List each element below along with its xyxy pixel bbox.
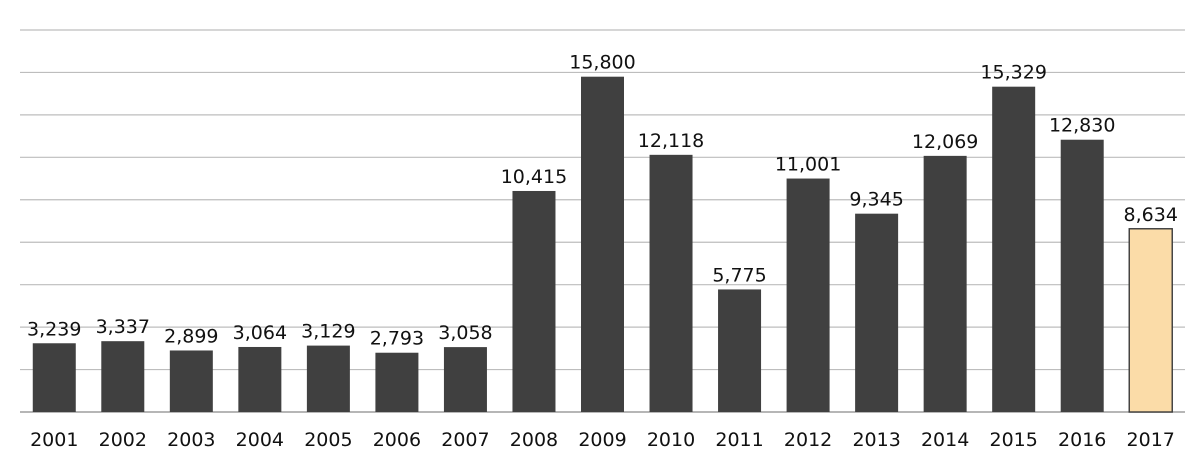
value-label-2013: 9,345 (849, 189, 903, 211)
value-label-2016: 12,830 (1049, 115, 1115, 137)
bar-2016 (1060, 139, 1104, 413)
bar-2008 (512, 190, 556, 412)
bar-2006 (375, 352, 419, 412)
value-label-2002: 3,337 (96, 316, 150, 338)
category-label-2017: 2017 (1127, 429, 1175, 451)
bar-2017 (1128, 228, 1173, 413)
value-label-2010: 12,118 (638, 130, 704, 152)
bar-2003 (169, 350, 213, 412)
value-label-2017: 8,634 (1124, 204, 1178, 226)
category-labels: 2001 2002 2003 2004 2005 2006 2007 2008 2009 2010… (30, 429, 1175, 451)
bars (32, 76, 1173, 413)
category-label-2012: 2012 (784, 429, 832, 451)
value-label-2004: 3,064 (233, 322, 287, 344)
bar-2015 (992, 86, 1036, 412)
value-labels: 3,239 3,337 2,899 3,064 3,129 2,793 3,058 10,41… (27, 52, 1178, 350)
category-label-2007: 2007 (441, 429, 489, 451)
bar-2007 (443, 347, 487, 412)
bar-2014 (923, 155, 967, 412)
value-label-2007: 3,058 (438, 322, 492, 344)
category-label-2006: 2006 (373, 429, 421, 451)
bar-2005 (306, 345, 350, 412)
bar-2013 (855, 213, 899, 412)
category-label-2003: 2003 (167, 429, 215, 451)
category-label-2002: 2002 (99, 429, 147, 451)
category-label-2010: 2010 (647, 429, 695, 451)
value-label-2003: 2,899 (164, 325, 218, 347)
category-label-2013: 2013 (852, 429, 900, 451)
value-label-2006: 2,793 (370, 328, 424, 350)
category-label-2008: 2008 (510, 429, 558, 451)
category-label-2005: 2005 (304, 429, 352, 451)
category-label-2004: 2004 (236, 429, 284, 451)
value-label-2011: 5,775 (712, 264, 766, 286)
bar-2011 (718, 289, 762, 412)
value-label-2008: 10,415 (501, 166, 567, 188)
value-label-2014: 12,069 (912, 131, 978, 153)
value-label-2015: 15,329 (980, 62, 1046, 84)
category-label-2009: 2009 (578, 429, 626, 451)
bar-2004 (238, 346, 282, 412)
bar-2001 (32, 343, 76, 412)
value-label-2005: 3,129 (301, 321, 355, 343)
bar-2010 (649, 154, 693, 413)
category-label-2015: 2015 (989, 429, 1037, 451)
category-label-2011: 2011 (715, 429, 763, 451)
bar-2002 (101, 341, 145, 412)
value-label-2009: 15,800 (569, 52, 635, 74)
category-label-2001: 2001 (30, 429, 78, 451)
value-label-2012: 11,001 (775, 154, 841, 176)
category-label-2014: 2014 (921, 429, 969, 451)
value-label-2001: 3,239 (27, 318, 81, 340)
bar-2012 (786, 178, 830, 412)
bar-2009 (581, 76, 624, 412)
category-label-2016: 2016 (1058, 429, 1106, 451)
